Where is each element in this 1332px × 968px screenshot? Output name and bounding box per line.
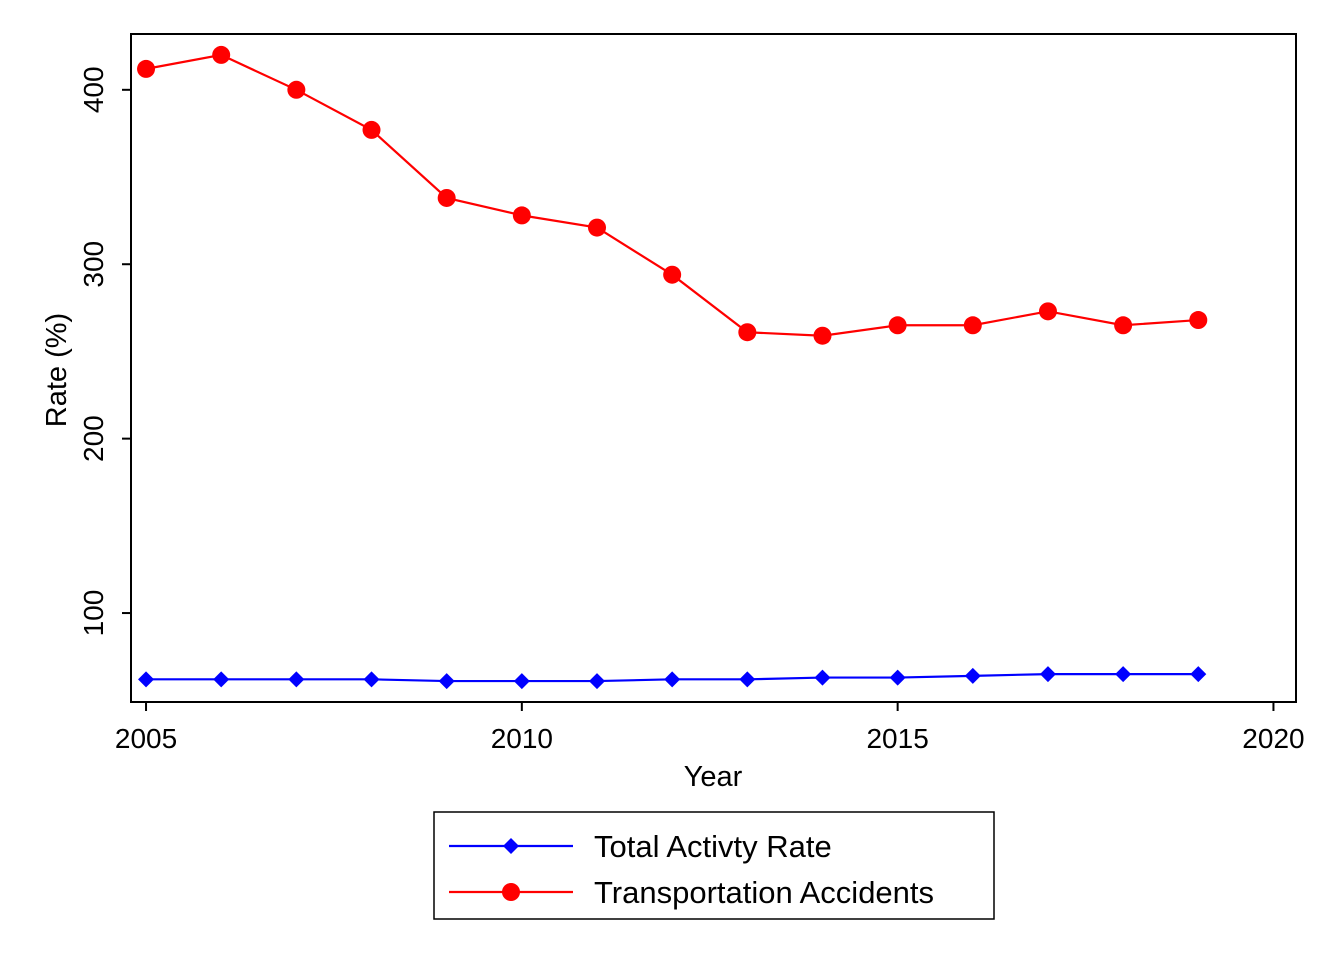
plot-frame bbox=[130, 33, 1297, 703]
data-point-total-activty-rate bbox=[138, 671, 155, 688]
data-point-transportation-accidents bbox=[963, 316, 982, 335]
legend-entries: Total Activty Rate Transportation Acciden… bbox=[449, 829, 934, 910]
data-point-total-activty-rate bbox=[814, 669, 831, 686]
data-point-total-activty-rate bbox=[438, 673, 455, 690]
data-point-total-activty-rate bbox=[363, 671, 380, 688]
data-point-total-activty-rate bbox=[589, 673, 605, 690]
y-tick-label: 200 bbox=[78, 415, 109, 462]
data-point-transportation-accidents bbox=[437, 188, 456, 207]
y-tick-label: 300 bbox=[78, 241, 109, 288]
data-point-total-activty-rate bbox=[1115, 666, 1132, 683]
series-total-activty-rate bbox=[138, 666, 1207, 690]
data-point-total-activty-rate bbox=[288, 671, 305, 688]
axis-ticks: 2005 2010 2015 2020 100 200 300 400 bbox=[78, 66, 1305, 754]
legend-box bbox=[433, 811, 995, 920]
data-point-total-activty-rate bbox=[889, 669, 906, 686]
x-axis-title: Year bbox=[684, 761, 743, 793]
data-point-transportation-accidents bbox=[137, 59, 156, 78]
x-tick-label: 2015 bbox=[866, 723, 928, 754]
data-point-total-activty-rate bbox=[1190, 666, 1207, 683]
legend-label-total-activty-rate: Total Activty Rate bbox=[594, 829, 832, 864]
legend-label-transportation-accidents: Transportation Accidents bbox=[594, 875, 934, 910]
data-point-transportation-accidents bbox=[287, 80, 306, 99]
x-tick-label: 2020 bbox=[1242, 723, 1304, 754]
series-transportation-accidents bbox=[137, 45, 1208, 345]
series-layer bbox=[137, 45, 1208, 690]
data-point-transportation-accidents bbox=[663, 265, 682, 284]
x-tick-label: 2010 bbox=[491, 723, 553, 754]
data-point-total-activty-rate bbox=[1039, 666, 1056, 683]
data-point-transportation-accidents bbox=[1038, 302, 1057, 321]
data-point-total-activty-rate bbox=[213, 671, 230, 688]
data-point-transportation-accidents bbox=[588, 218, 606, 237]
data-point-transportation-accidents bbox=[1189, 311, 1208, 330]
data-point-transportation-accidents bbox=[1114, 316, 1133, 335]
data-point-transportation-accidents bbox=[888, 316, 907, 335]
legend-marker-total-activty-rate bbox=[503, 838, 519, 854]
data-point-transportation-accidents bbox=[512, 206, 531, 225]
data-point-transportation-accidents bbox=[212, 45, 231, 64]
x-tick-label: 2005 bbox=[115, 723, 177, 754]
legend: Total Activty Rate Transportation Acciden… bbox=[433, 811, 995, 920]
data-point-total-activty-rate bbox=[664, 671, 681, 688]
y-tick-label: 400 bbox=[78, 66, 109, 113]
legend-marker-transportation-accidents bbox=[502, 883, 520, 901]
data-point-transportation-accidents bbox=[738, 323, 757, 342]
y-tick-label: 100 bbox=[78, 590, 109, 637]
data-point-transportation-accidents bbox=[362, 120, 381, 139]
series-line-transportation-accidents bbox=[145, 53, 1199, 337]
data-point-transportation-accidents bbox=[813, 326, 832, 345]
data-point-total-activty-rate bbox=[739, 671, 756, 688]
y-axis-title: Rate (%) bbox=[41, 313, 73, 427]
data-point-total-activty-rate bbox=[964, 667, 981, 684]
data-point-total-activty-rate bbox=[513, 673, 530, 690]
